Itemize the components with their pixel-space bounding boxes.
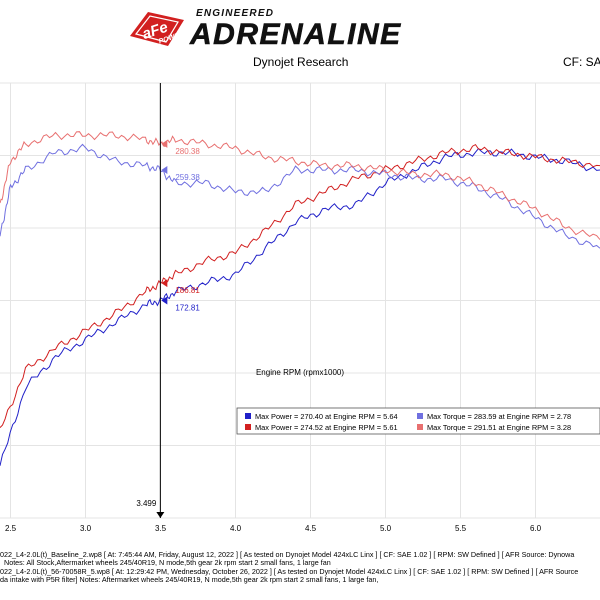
cursor-value-label: 259.38 bbox=[175, 173, 200, 182]
research-title: Dynojet Research bbox=[253, 55, 349, 69]
x-tick-label: 4.0 bbox=[230, 524, 242, 533]
series-line-tuned-power bbox=[0, 143, 600, 428]
x-tick-label: 4.5 bbox=[305, 524, 317, 533]
x-tick-label: 3.5 bbox=[155, 524, 167, 533]
series-line-baseline-torque bbox=[0, 143, 600, 249]
cursor-value-label: 280.38 bbox=[175, 147, 200, 156]
cursor-value-label: 172.81 bbox=[175, 304, 200, 313]
legend-swatch bbox=[417, 413, 423, 419]
series-line-baseline-power bbox=[0, 147, 600, 466]
cursor-marker[interactable] bbox=[156, 512, 165, 518]
chart-cursor[interactable]: 3.499 280.38 259.38 186.81 172.81 bbox=[136, 83, 200, 518]
brand-tagline: ENGINEERED bbox=[196, 8, 275, 19]
x-tick-label: 3.0 bbox=[80, 524, 92, 533]
cursor-value-marker bbox=[161, 139, 168, 148]
x-tick-label: 5.5 bbox=[455, 524, 467, 533]
legend-entry: Max Power = 274.52 at Engine RPM = 5.61 bbox=[255, 423, 398, 432]
dyno-chart: 3.499 280.38 259.38 186.81 172.81 Engine RPM… bbox=[0, 82, 600, 533]
legend-entry: Max Torque = 283.59 at Engine RPM = 2.78 bbox=[427, 412, 571, 421]
series-line-tuned-torque bbox=[0, 131, 600, 240]
x-tick-label: 5.0 bbox=[380, 524, 392, 533]
chart-series bbox=[0, 131, 600, 466]
run-notes-line: Notes: All Stock,Aftermarket wheels 245/… bbox=[4, 558, 331, 568]
cursor-value-marker bbox=[161, 279, 168, 288]
legend-entry: Max Torque = 291.51 at Engine RPM = 3.28 bbox=[427, 423, 571, 432]
x-tick-label: 2.5 bbox=[5, 524, 17, 533]
legend-swatch bbox=[245, 424, 251, 430]
cursor-value-marker bbox=[161, 166, 168, 174]
brand-title: ADRENALINE bbox=[190, 18, 402, 52]
cursor-value-label: 186.81 bbox=[175, 286, 200, 295]
cursor-rpm-label: 3.499 bbox=[136, 499, 157, 508]
header: aFe POWER ENGINEERED ADRENALINE Dynojet … bbox=[0, 0, 600, 78]
x-tick-label: 6.0 bbox=[530, 524, 542, 533]
legend-swatch bbox=[245, 413, 251, 419]
chart-grid bbox=[0, 82, 600, 519]
legend-entry: Max Power = 270.40 at Engine RPM = 5.64 bbox=[255, 412, 398, 421]
brand-banner: aFe POWER ENGINEERED ADRENALINE bbox=[128, 6, 468, 52]
cursor-value-marker bbox=[161, 296, 168, 305]
x-axis-title: Engine RPM (rpmx1000) bbox=[256, 368, 344, 377]
chart-legend: Max Power = 270.40 at Engine RPM = 5.64 M… bbox=[236, 407, 600, 435]
x-axis: Engine RPM (rpmx1000) 2.5 3.0 3.5 4.0 4.5 5.0… bbox=[5, 368, 542, 533]
afe-power-logo: aFe POWER bbox=[130, 12, 185, 46]
correction-factor-label: CF: SA bbox=[563, 55, 600, 69]
run-notes: 022_L4-2.0L(t)_Baseline_2.wp8 [ At: 7:45… bbox=[0, 551, 600, 600]
run-notes-line: 022_L4-2.0L(t)_56-70058R_5.wp8 [ At: 12:… bbox=[0, 566, 579, 576]
legend-swatch bbox=[417, 424, 423, 430]
run-notes-line: 022_L4-2.0L(t)_Baseline_2.wp8 [ At: 7:45… bbox=[0, 551, 575, 559]
run-notes-line: da intake with P5R filter] Notes: Afterm… bbox=[0, 575, 379, 585]
